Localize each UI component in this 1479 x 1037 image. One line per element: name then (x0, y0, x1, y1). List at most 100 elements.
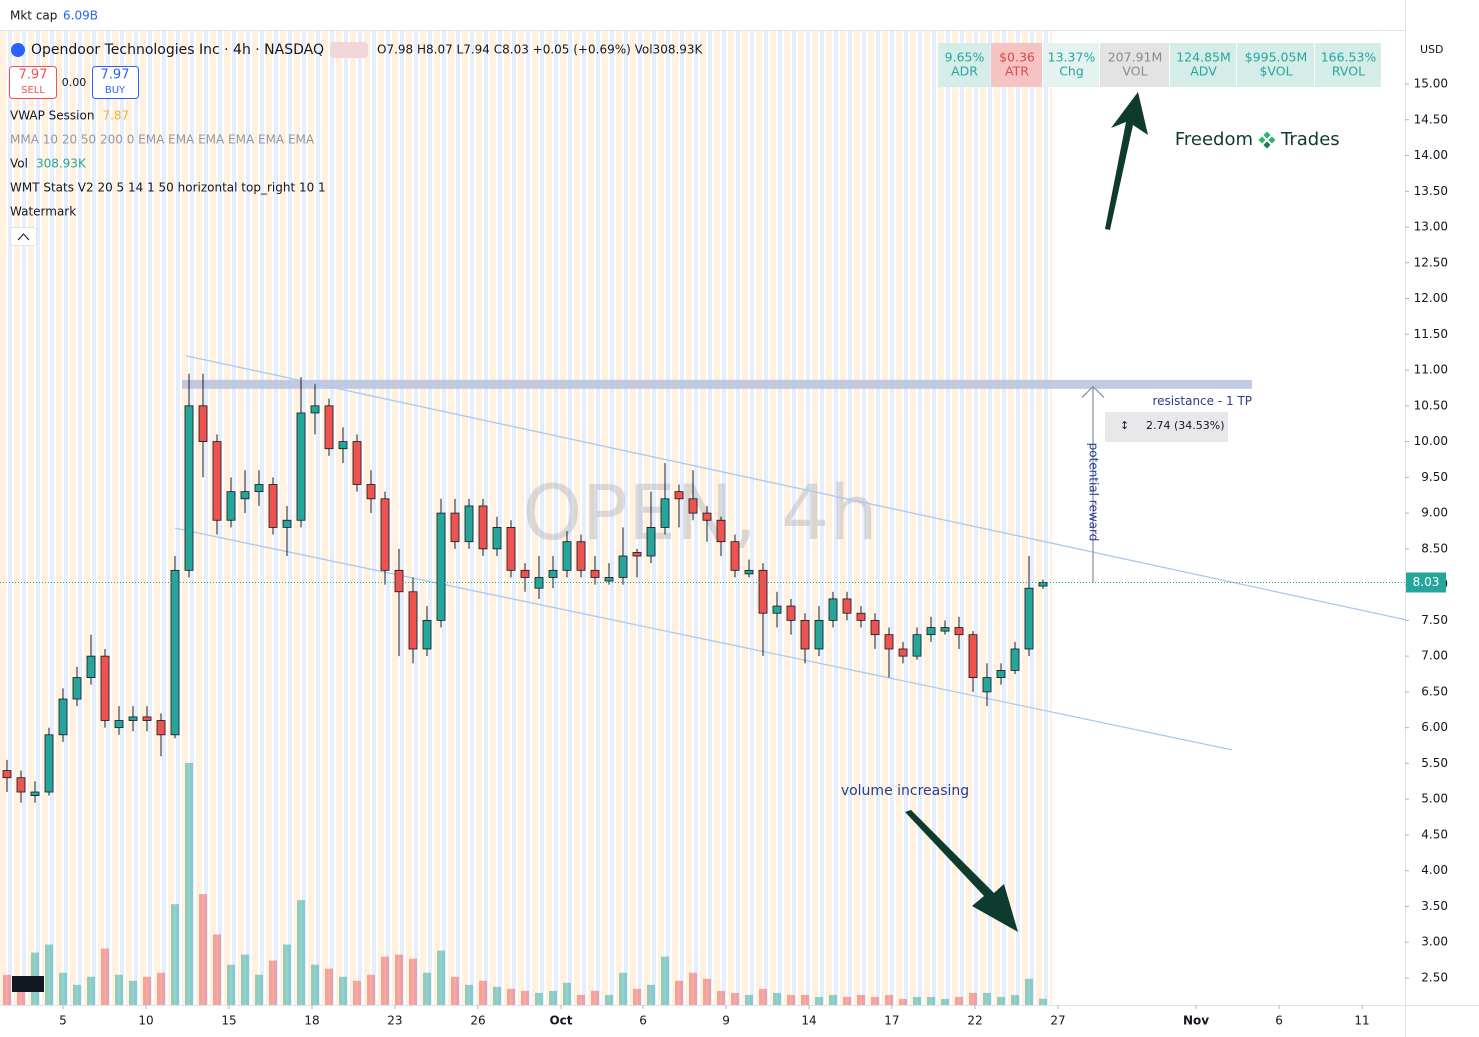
candle-body (548, 569, 558, 578)
candle-body (534, 577, 544, 589)
buy-button[interactable] (92, 66, 139, 99)
candle-body (282, 519, 292, 528)
volume-bar (521, 990, 530, 1005)
volume-bar (241, 954, 250, 1005)
stat-value: $995.05M (1245, 50, 1307, 65)
x-tick-label: 10 (138, 1014, 153, 1028)
measure-title: potential reward (1086, 443, 1100, 542)
symbol-logo (11, 43, 25, 57)
candle-body (1038, 582, 1048, 587)
y-tick-label: 3.50 (1421, 899, 1448, 913)
candle-body (450, 512, 460, 543)
y-tick-label: 6.50 (1421, 684, 1448, 698)
candle-body (884, 634, 894, 650)
volume-bar (437, 950, 446, 1005)
volume-bar (689, 972, 698, 1005)
volume-bar (143, 976, 152, 1005)
volume-bar (927, 996, 936, 1005)
buy-label[interactable]: BUY (105, 85, 126, 96)
x-tick-label: 11 (1354, 1014, 1369, 1028)
indicator-name: Watermark (10, 205, 76, 219)
y-tick-label: 2.50 (1421, 970, 1448, 984)
volume-bar (479, 980, 488, 1005)
candle-body (744, 569, 754, 575)
stat-label: Chg (1059, 64, 1084, 79)
last-price-tag (1406, 572, 1446, 593)
volume-bar (325, 968, 334, 1005)
candle-body (408, 591, 418, 650)
x-tick-label: 6 (1275, 1014, 1283, 1028)
x-tick-label: 18 (304, 1014, 319, 1028)
collapse-icon[interactable] (17, 233, 30, 241)
y-tick-label: 14.50 (1414, 112, 1448, 126)
y-tick-label: 4.50 (1421, 827, 1448, 841)
volume-bar (1025, 978, 1034, 1005)
indicator-name: WMT Stats V2 20 5 14 1 50 horizontal top… (10, 181, 326, 195)
y-tick-label: 7.50 (1421, 613, 1448, 627)
candle-body (590, 569, 600, 578)
candle-body (142, 716, 152, 721)
volume-bar (17, 980, 26, 1005)
volume-bar (717, 990, 726, 1005)
candle-body (58, 698, 68, 736)
candle-body (968, 634, 978, 678)
volume-bar (1039, 998, 1048, 1005)
y-tick-label: 10.50 (1414, 398, 1448, 412)
y-tick-label: 12.00 (1414, 291, 1448, 305)
volume-bar (675, 980, 684, 1005)
candle-body (562, 541, 572, 571)
y-tick-label: 13.00 (1414, 220, 1448, 234)
candle-body (114, 720, 124, 729)
sell-button[interactable] (9, 66, 57, 99)
candle-body (310, 405, 320, 414)
collapse-button[interactable] (10, 227, 37, 246)
y-tick-label: 5.00 (1421, 792, 1448, 806)
indicator-value: 308.93K (36, 157, 87, 171)
candle-body (128, 716, 138, 721)
volume-bar (171, 904, 180, 1005)
candle-body (478, 505, 488, 550)
measure-arrowhead (1081, 385, 1105, 398)
y-tick-label: 11.50 (1414, 327, 1448, 341)
sell-price[interactable]: 7.97 (19, 68, 48, 83)
candle-body (856, 612, 866, 621)
candle-body (170, 569, 180, 736)
candle-body (632, 552, 642, 557)
y-tick-label: 13.50 (1414, 184, 1448, 198)
candle-body (324, 405, 334, 450)
overlay: Freedom Trades Mkt cap 6.09B Opendoor Te… (9, 9, 1448, 1028)
volume-bar (493, 986, 502, 1005)
candle-body (688, 498, 698, 514)
y-tick-label: 15.00 (1414, 76, 1448, 90)
volume-bar (941, 998, 950, 1005)
stat-value: $0.36 (999, 50, 1035, 65)
y-tick-label: 7.00 (1421, 649, 1448, 663)
brand-left: Freedom (1175, 129, 1253, 150)
stat-box (938, 43, 990, 87)
volume-bar (955, 996, 964, 1005)
candle-body (296, 412, 306, 521)
volume-bar (73, 984, 82, 1005)
volume-bar (381, 956, 390, 1005)
y-tick-label: 9.50 (1421, 470, 1448, 484)
candle-body (492, 527, 502, 550)
candle-body (870, 619, 880, 636)
x-tick-label: Nov (1183, 1014, 1209, 1028)
currency[interactable]: USD (1420, 43, 1444, 56)
y-tick-label: 11.00 (1414, 363, 1448, 377)
sell-label[interactable]: SELL (21, 85, 45, 96)
candle-body (800, 619, 810, 650)
volume-bar (815, 996, 824, 1005)
candle-body (716, 519, 726, 543)
volume-bar (633, 988, 642, 1005)
x-tick-label: 5 (59, 1014, 67, 1028)
candle-body (506, 527, 516, 571)
indicator-name: MMA 10 20 50 200 0 EMA EMA EMA EMA EMA E… (10, 133, 315, 147)
candle-body (352, 441, 362, 485)
measure-label: 2.74 (34.53%) (1146, 419, 1225, 432)
volume-bar (997, 996, 1006, 1005)
candle-body (660, 498, 670, 528)
buy-price[interactable]: 7.97 (101, 68, 130, 83)
symbol-title: Opendoor Technologies Inc · 4h · NASDAQ (31, 42, 324, 58)
